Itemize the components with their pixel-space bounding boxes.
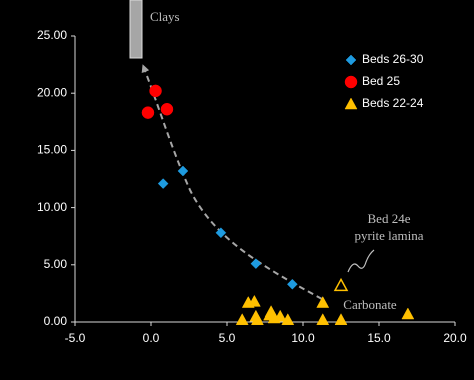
x-tick-label: 0.0 — [143, 331, 160, 345]
point — [141, 106, 155, 119]
point — [316, 313, 330, 325]
trend-curve — [141, 64, 323, 300]
point — [177, 165, 189, 177]
point — [250, 313, 264, 325]
point — [149, 84, 162, 98]
legend-label: Beds 26-30 — [362, 52, 424, 66]
clays-bar — [129, 0, 143, 59]
point — [247, 294, 261, 307]
point — [334, 313, 348, 325]
annotation: pyrite lamina — [355, 228, 424, 243]
pointer-squiggle — [347, 249, 375, 273]
point — [250, 258, 262, 270]
point — [160, 102, 174, 116]
y-tick-label: 10.00 — [37, 200, 67, 214]
annotation: Clays — [150, 9, 180, 24]
point — [401, 307, 415, 320]
point — [215, 227, 227, 239]
legend-label: Beds 22-24 — [362, 96, 424, 110]
point — [157, 178, 169, 189]
x-tick-label: 15.0 — [367, 331, 391, 345]
point — [316, 296, 330, 308]
point — [287, 278, 298, 290]
annotation: Carbonate — [343, 297, 397, 312]
x-tick-label: 20.0 — [443, 331, 467, 345]
x-tick-label: 10.0 — [291, 331, 315, 345]
y-tick-label: 20.00 — [37, 85, 67, 99]
x-tick-label: -5.0 — [65, 331, 86, 345]
point — [273, 309, 287, 322]
y-tick-label: 0.00 — [44, 314, 68, 328]
annotated-point — [333, 277, 349, 292]
point — [235, 313, 249, 325]
legend-marker — [345, 54, 357, 66]
y-tick-label: 5.00 — [44, 257, 68, 271]
legend-marker — [344, 97, 358, 110]
x-tick-label: 5.0 — [219, 331, 236, 345]
legend-marker — [344, 75, 358, 89]
point — [281, 313, 295, 325]
y-tick-label: 15.00 — [37, 143, 67, 157]
y-tick-label: 25.00 — [37, 28, 67, 42]
annotation: Bed 24e — [368, 211, 411, 226]
legend-label: Bed 25 — [362, 74, 400, 88]
